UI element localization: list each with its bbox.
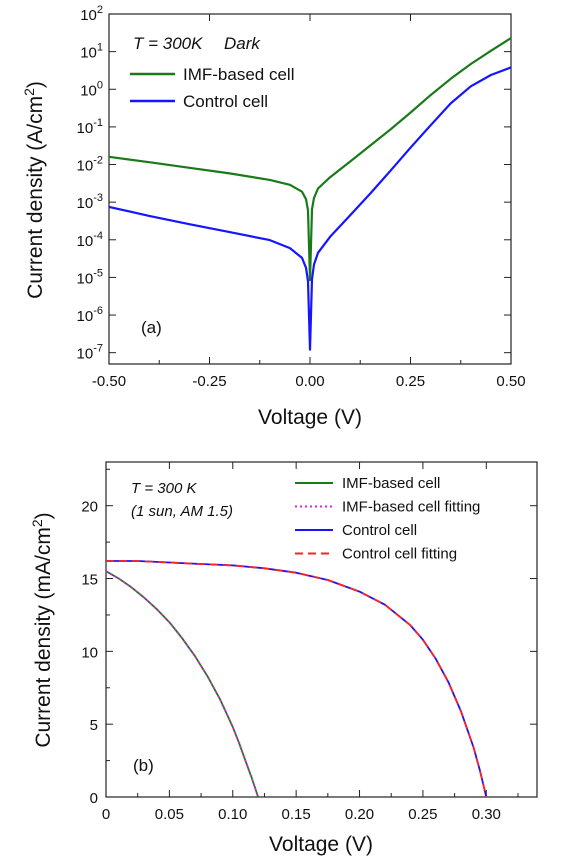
x-axis-label-a: Voltage (V) xyxy=(258,406,362,429)
x-tick-label-a: -0.25 xyxy=(192,373,226,390)
y-tick-label-a: 10-3 xyxy=(77,192,103,212)
x-tick-label-b: 0 xyxy=(102,806,110,823)
legend-a: IMF-based cell Control cell xyxy=(130,65,294,111)
x-tick-label-b: 0.25 xyxy=(408,806,437,823)
series-line-a-control-cell xyxy=(108,66,512,351)
legend-label-b: IMF-based cell xyxy=(342,475,440,492)
y-tick-label-b: 5 xyxy=(90,717,98,734)
y-tick-base-a: 10 xyxy=(77,233,94,250)
annotation-temperature-a: T = 300K xyxy=(133,34,203,53)
series-group-a xyxy=(108,37,512,351)
y-tick-label-a: 10-4 xyxy=(77,230,103,250)
y-tick-label-a: 10-6 xyxy=(77,305,103,325)
y-tick-base-a: 10 xyxy=(77,270,94,287)
y-tick-base-a: 10 xyxy=(77,120,94,137)
axis-ticks-b: 0 0.05 0.10 0.15 0.20 0.25 0.30 0 5 10 15 20 xyxy=(81,462,537,823)
legend-label-b: Control cell xyxy=(342,522,417,539)
panel-label-a: (a) xyxy=(141,318,162,337)
legend-label-b: IMF-based cell fitting xyxy=(342,499,480,516)
y-tick-label-a: 10-7 xyxy=(77,343,103,363)
y-tick-exponent-a: 2 xyxy=(97,4,103,16)
y-axis-label-b-main: Current density (mA/cm xyxy=(32,527,55,748)
y-axis-label-a-sup: 2 xyxy=(21,88,37,96)
x-tick-label-a: 0.00 xyxy=(295,373,324,390)
y-axis-label-b: Current density (mA/cm2) xyxy=(29,512,55,747)
x-tick-label-a: 0.25 xyxy=(396,373,425,390)
y-tick-label-a: 101 xyxy=(80,42,103,62)
series-line-b-imf-based-cell xyxy=(105,570,259,798)
y-tick-base-a: 10 xyxy=(80,82,97,99)
series-group-b xyxy=(105,560,488,798)
y-tick-exponent-a: -6 xyxy=(93,305,103,317)
series-line-b-imf-based-cell-fitting xyxy=(105,570,259,798)
annotation-illumination-b: (1 sun, AM 1.5) xyxy=(131,503,233,520)
y-tick-label-b: 15 xyxy=(81,572,98,589)
y-tick-label-b: 0 xyxy=(90,790,98,807)
series-line-b-control-cell-fitting xyxy=(106,560,488,798)
legend-label-a: Control cell xyxy=(183,92,268,111)
legend-b: IMF-based cell IMF-based cell fitting Cont… xyxy=(295,475,480,563)
x-axis-label-b: Voltage (V) xyxy=(269,833,373,856)
series-line-b-control-cell xyxy=(106,560,488,798)
y-tick-label-a: 10-5 xyxy=(77,267,103,287)
y-tick-label-a: 100 xyxy=(80,79,103,99)
y-tick-exponent-a: -4 xyxy=(93,230,103,242)
y-tick-exponent-a: -7 xyxy=(93,343,103,355)
series-line-a-imf-based-cell xyxy=(108,37,512,282)
y-tick-exponent-a: 1 xyxy=(97,42,103,54)
y-tick-label-b: 10 xyxy=(81,644,98,661)
annotation-condition-a: Dark xyxy=(224,34,261,53)
x-tick-label-b: 0.15 xyxy=(282,806,311,823)
y-tick-base-a: 10 xyxy=(77,308,94,325)
y-tick-exponent-a: 0 xyxy=(97,79,103,91)
legend-label-b: Control cell fitting xyxy=(342,546,457,563)
y-tick-label-a: 10-1 xyxy=(77,117,103,137)
plot-frame-b xyxy=(105,461,538,798)
x-tick-label-b: 0.30 xyxy=(472,806,501,823)
x-tick-label-a: -0.50 xyxy=(92,373,126,390)
y-tick-base-a: 10 xyxy=(77,346,94,363)
y-tick-exponent-a: -3 xyxy=(93,192,103,204)
y-tick-exponent-a: -5 xyxy=(93,267,103,279)
axis-ticks-a: -0.50 -0.25 0.00 0.25 0.5010-710-610-510-410… xyxy=(77,4,526,390)
annotation-temperature-b: T = 300 K xyxy=(131,480,197,497)
y-tick-base-a: 10 xyxy=(80,45,97,62)
x-tick-label-a: 0.50 xyxy=(496,373,525,390)
y-tick-label-a: 10-2 xyxy=(77,155,103,175)
y-axis-label-a-tail: ) xyxy=(24,81,47,88)
y-axis-label-a-main: Current density (A/cm xyxy=(24,96,47,299)
y-tick-label-b: 20 xyxy=(81,499,98,516)
y-axis-label-b-sup: 2 xyxy=(29,519,45,527)
y-tick-base-a: 10 xyxy=(80,7,97,24)
chart-panel-b: 0 0.05 0.10 0.15 0.20 0.25 0.30 0 5 10 15 20 T = 30… xyxy=(29,461,538,856)
x-tick-label-b: 0.05 xyxy=(155,806,184,823)
x-tick-label-b: 0.20 xyxy=(345,806,374,823)
y-tick-exponent-a: -1 xyxy=(93,117,103,129)
y-tick-label-a: 102 xyxy=(80,4,103,24)
legend-label-a: IMF-based cell xyxy=(183,65,294,84)
y-tick-exponent-a: -2 xyxy=(93,155,103,167)
y-axis-label-a: Current density (A/cm2) xyxy=(21,81,47,299)
panel-label-b: (b) xyxy=(133,756,154,775)
y-tick-base-a: 10 xyxy=(77,158,94,175)
y-tick-base-a: 10 xyxy=(77,195,94,212)
x-tick-label-b: 0.10 xyxy=(218,806,247,823)
y-axis-label-b-tail: ) xyxy=(32,512,55,519)
chart-panel-a: -0.50 -0.25 0.00 0.25 0.5010-710-610-510-410… xyxy=(21,4,526,429)
